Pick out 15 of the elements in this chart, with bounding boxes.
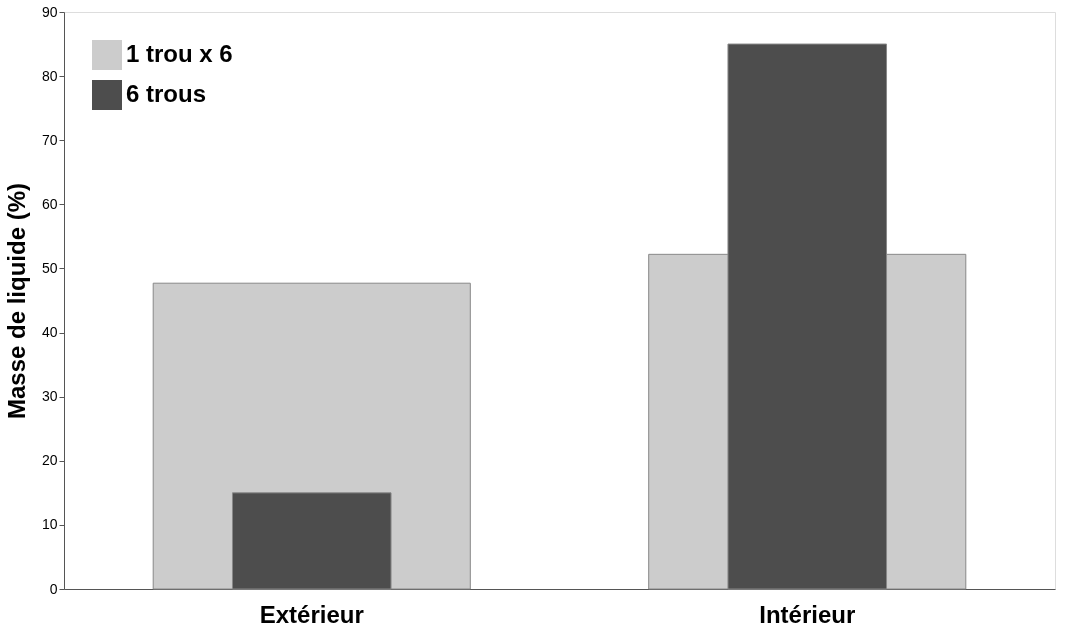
legend-label: 6 trous <box>126 80 207 107</box>
legend-label: 1 trou x 6 <box>126 40 233 67</box>
x-tick-label: Intérieur <box>759 600 856 628</box>
y-tick-label: 60 <box>41 195 58 212</box>
y-tick-label: 90 <box>41 3 58 20</box>
y-axis-title: Masse de liquide (%) <box>2 182 30 420</box>
y-tick-label: 20 <box>41 452 58 469</box>
y-tick-label: 70 <box>41 131 58 148</box>
y-tick-label: 10 <box>41 516 58 533</box>
y-tick-label: 40 <box>41 324 58 341</box>
y-tick-label: 50 <box>41 259 58 276</box>
y-tick-label: 30 <box>41 388 58 405</box>
y-tick-label: 80 <box>41 67 58 84</box>
x-tick-label: Extérieur <box>259 600 364 628</box>
y-tick-label: 0 <box>49 580 58 597</box>
